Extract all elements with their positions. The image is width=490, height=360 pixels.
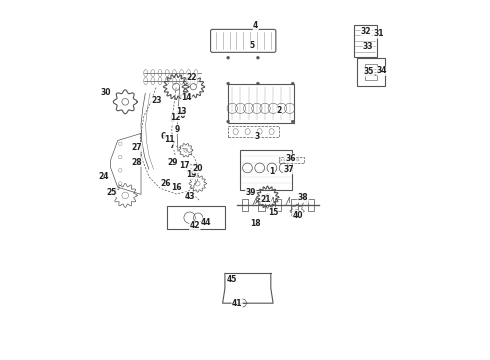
Text: 42: 42 [190, 221, 200, 230]
Circle shape [291, 82, 294, 85]
Circle shape [256, 82, 259, 85]
Text: 18: 18 [250, 219, 260, 228]
Text: 34: 34 [377, 67, 387, 76]
Text: 43: 43 [185, 192, 195, 201]
Bar [240, 150, 292, 190]
Circle shape [256, 56, 259, 59]
Bar [242, 199, 248, 211]
Circle shape [291, 120, 294, 123]
Text: 28: 28 [131, 158, 142, 167]
Text: 9: 9 [175, 125, 180, 134]
Text: 11: 11 [164, 135, 174, 144]
Text: 23: 23 [151, 96, 162, 105]
Text: 21: 21 [261, 194, 271, 203]
Circle shape [227, 120, 230, 123]
Circle shape [227, 56, 230, 59]
Bar [354, 25, 377, 57]
Text: 1: 1 [270, 167, 274, 176]
Text: 39: 39 [245, 188, 256, 197]
Text: 24: 24 [98, 172, 109, 181]
Text: 8: 8 [170, 115, 175, 124]
Text: 29: 29 [167, 158, 178, 167]
Text: 20: 20 [192, 164, 202, 173]
Bar [275, 199, 281, 211]
Text: 25: 25 [106, 188, 117, 197]
Text: 26: 26 [160, 179, 171, 188]
Bar [357, 58, 385, 86]
Text: 41: 41 [232, 298, 243, 307]
Bar [291, 199, 298, 211]
Bar [258, 199, 265, 211]
Text: 45: 45 [226, 275, 237, 284]
Text: 15: 15 [268, 208, 278, 217]
Bar [365, 64, 377, 80]
Text: 36: 36 [285, 154, 296, 163]
Text: 7: 7 [170, 141, 175, 150]
Bar [308, 199, 314, 211]
Text: 19: 19 [186, 170, 196, 179]
Text: 44: 44 [201, 218, 212, 227]
Text: 27: 27 [131, 143, 142, 152]
Text: 17: 17 [179, 161, 190, 170]
Bar [228, 84, 294, 123]
Text: 16: 16 [171, 183, 181, 192]
Bar [279, 157, 304, 163]
Text: 2: 2 [276, 105, 282, 114]
Bar [167, 206, 225, 229]
Text: 13: 13 [176, 107, 186, 116]
Text: 35: 35 [364, 67, 374, 76]
Text: 3: 3 [255, 132, 260, 141]
Text: 31: 31 [373, 29, 384, 38]
Text: 32: 32 [361, 27, 371, 36]
Text: 14: 14 [181, 93, 192, 102]
Text: 37: 37 [283, 165, 294, 174]
Text: 12: 12 [170, 113, 181, 122]
Text: 40: 40 [293, 211, 303, 220]
Circle shape [227, 82, 230, 85]
Text: 33: 33 [363, 42, 373, 51]
Text: 5: 5 [249, 41, 255, 50]
Text: 10: 10 [175, 111, 186, 120]
Text: 4: 4 [253, 21, 258, 30]
Text: 6: 6 [161, 132, 166, 141]
Text: 38: 38 [298, 193, 308, 202]
Text: 30: 30 [100, 88, 111, 97]
Bar [228, 126, 279, 137]
Text: 22: 22 [187, 73, 197, 82]
